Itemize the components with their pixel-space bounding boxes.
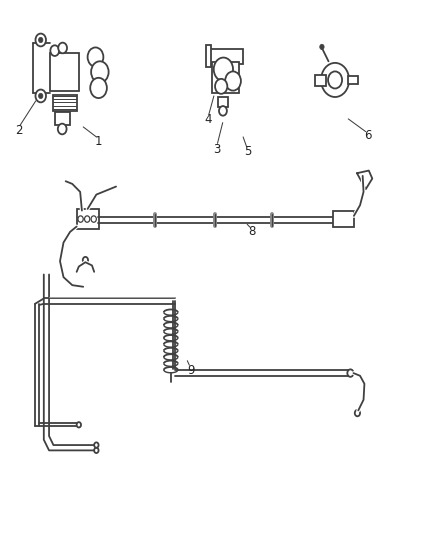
Circle shape (90, 78, 107, 98)
Circle shape (39, 37, 43, 43)
Circle shape (320, 44, 324, 50)
Bar (206, 45, 211, 67)
Bar (218, 97, 228, 107)
Bar (212, 62, 239, 93)
Text: 3: 3 (213, 143, 220, 156)
Bar (55, 112, 70, 125)
Text: 6: 6 (364, 130, 372, 142)
Circle shape (347, 369, 353, 377)
Circle shape (85, 216, 90, 222)
Circle shape (35, 34, 46, 46)
Bar (53, 95, 77, 111)
Circle shape (215, 79, 227, 94)
Text: 8: 8 (248, 225, 255, 238)
Circle shape (355, 410, 360, 416)
Circle shape (50, 45, 59, 56)
Circle shape (91, 61, 109, 83)
Text: 5: 5 (244, 146, 251, 158)
Circle shape (58, 124, 67, 134)
Circle shape (321, 63, 349, 97)
Circle shape (94, 442, 99, 448)
Bar (315, 75, 326, 86)
Bar (348, 76, 358, 84)
Circle shape (35, 90, 46, 102)
Circle shape (225, 71, 241, 91)
Circle shape (91, 216, 96, 222)
Circle shape (83, 257, 88, 263)
Circle shape (328, 71, 342, 88)
Circle shape (39, 93, 43, 99)
Circle shape (78, 216, 83, 222)
Circle shape (219, 106, 227, 116)
Text: 4: 4 (204, 114, 212, 126)
Circle shape (214, 58, 233, 81)
Bar (210, 49, 243, 64)
Circle shape (77, 422, 81, 427)
Text: 2: 2 (14, 124, 22, 137)
Circle shape (94, 448, 99, 453)
Circle shape (88, 47, 103, 67)
Bar (77, 209, 99, 229)
Text: 9: 9 (187, 364, 194, 377)
Circle shape (58, 43, 67, 53)
Bar (333, 211, 354, 227)
Bar (50, 53, 79, 91)
Text: 1: 1 (95, 135, 102, 148)
